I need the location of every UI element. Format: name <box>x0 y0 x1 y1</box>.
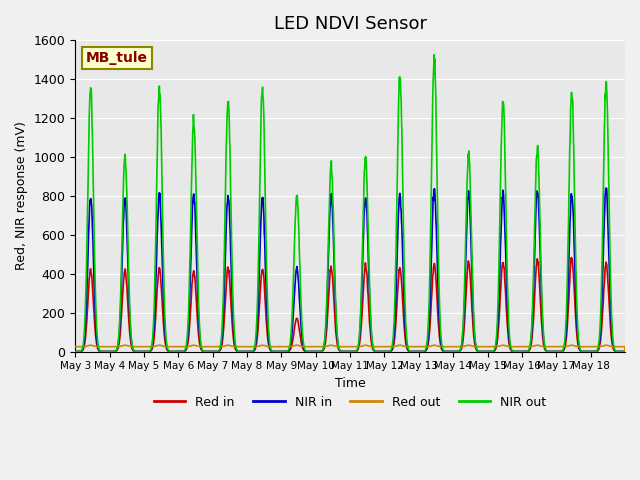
Text: MB_tule: MB_tule <box>86 51 148 65</box>
Title: LED NDVI Sensor: LED NDVI Sensor <box>273 15 427 33</box>
Y-axis label: Red, NIR response (mV): Red, NIR response (mV) <box>15 121 28 270</box>
X-axis label: Time: Time <box>335 377 365 390</box>
Legend: Red in, NIR in, Red out, NIR out: Red in, NIR in, Red out, NIR out <box>149 391 551 414</box>
